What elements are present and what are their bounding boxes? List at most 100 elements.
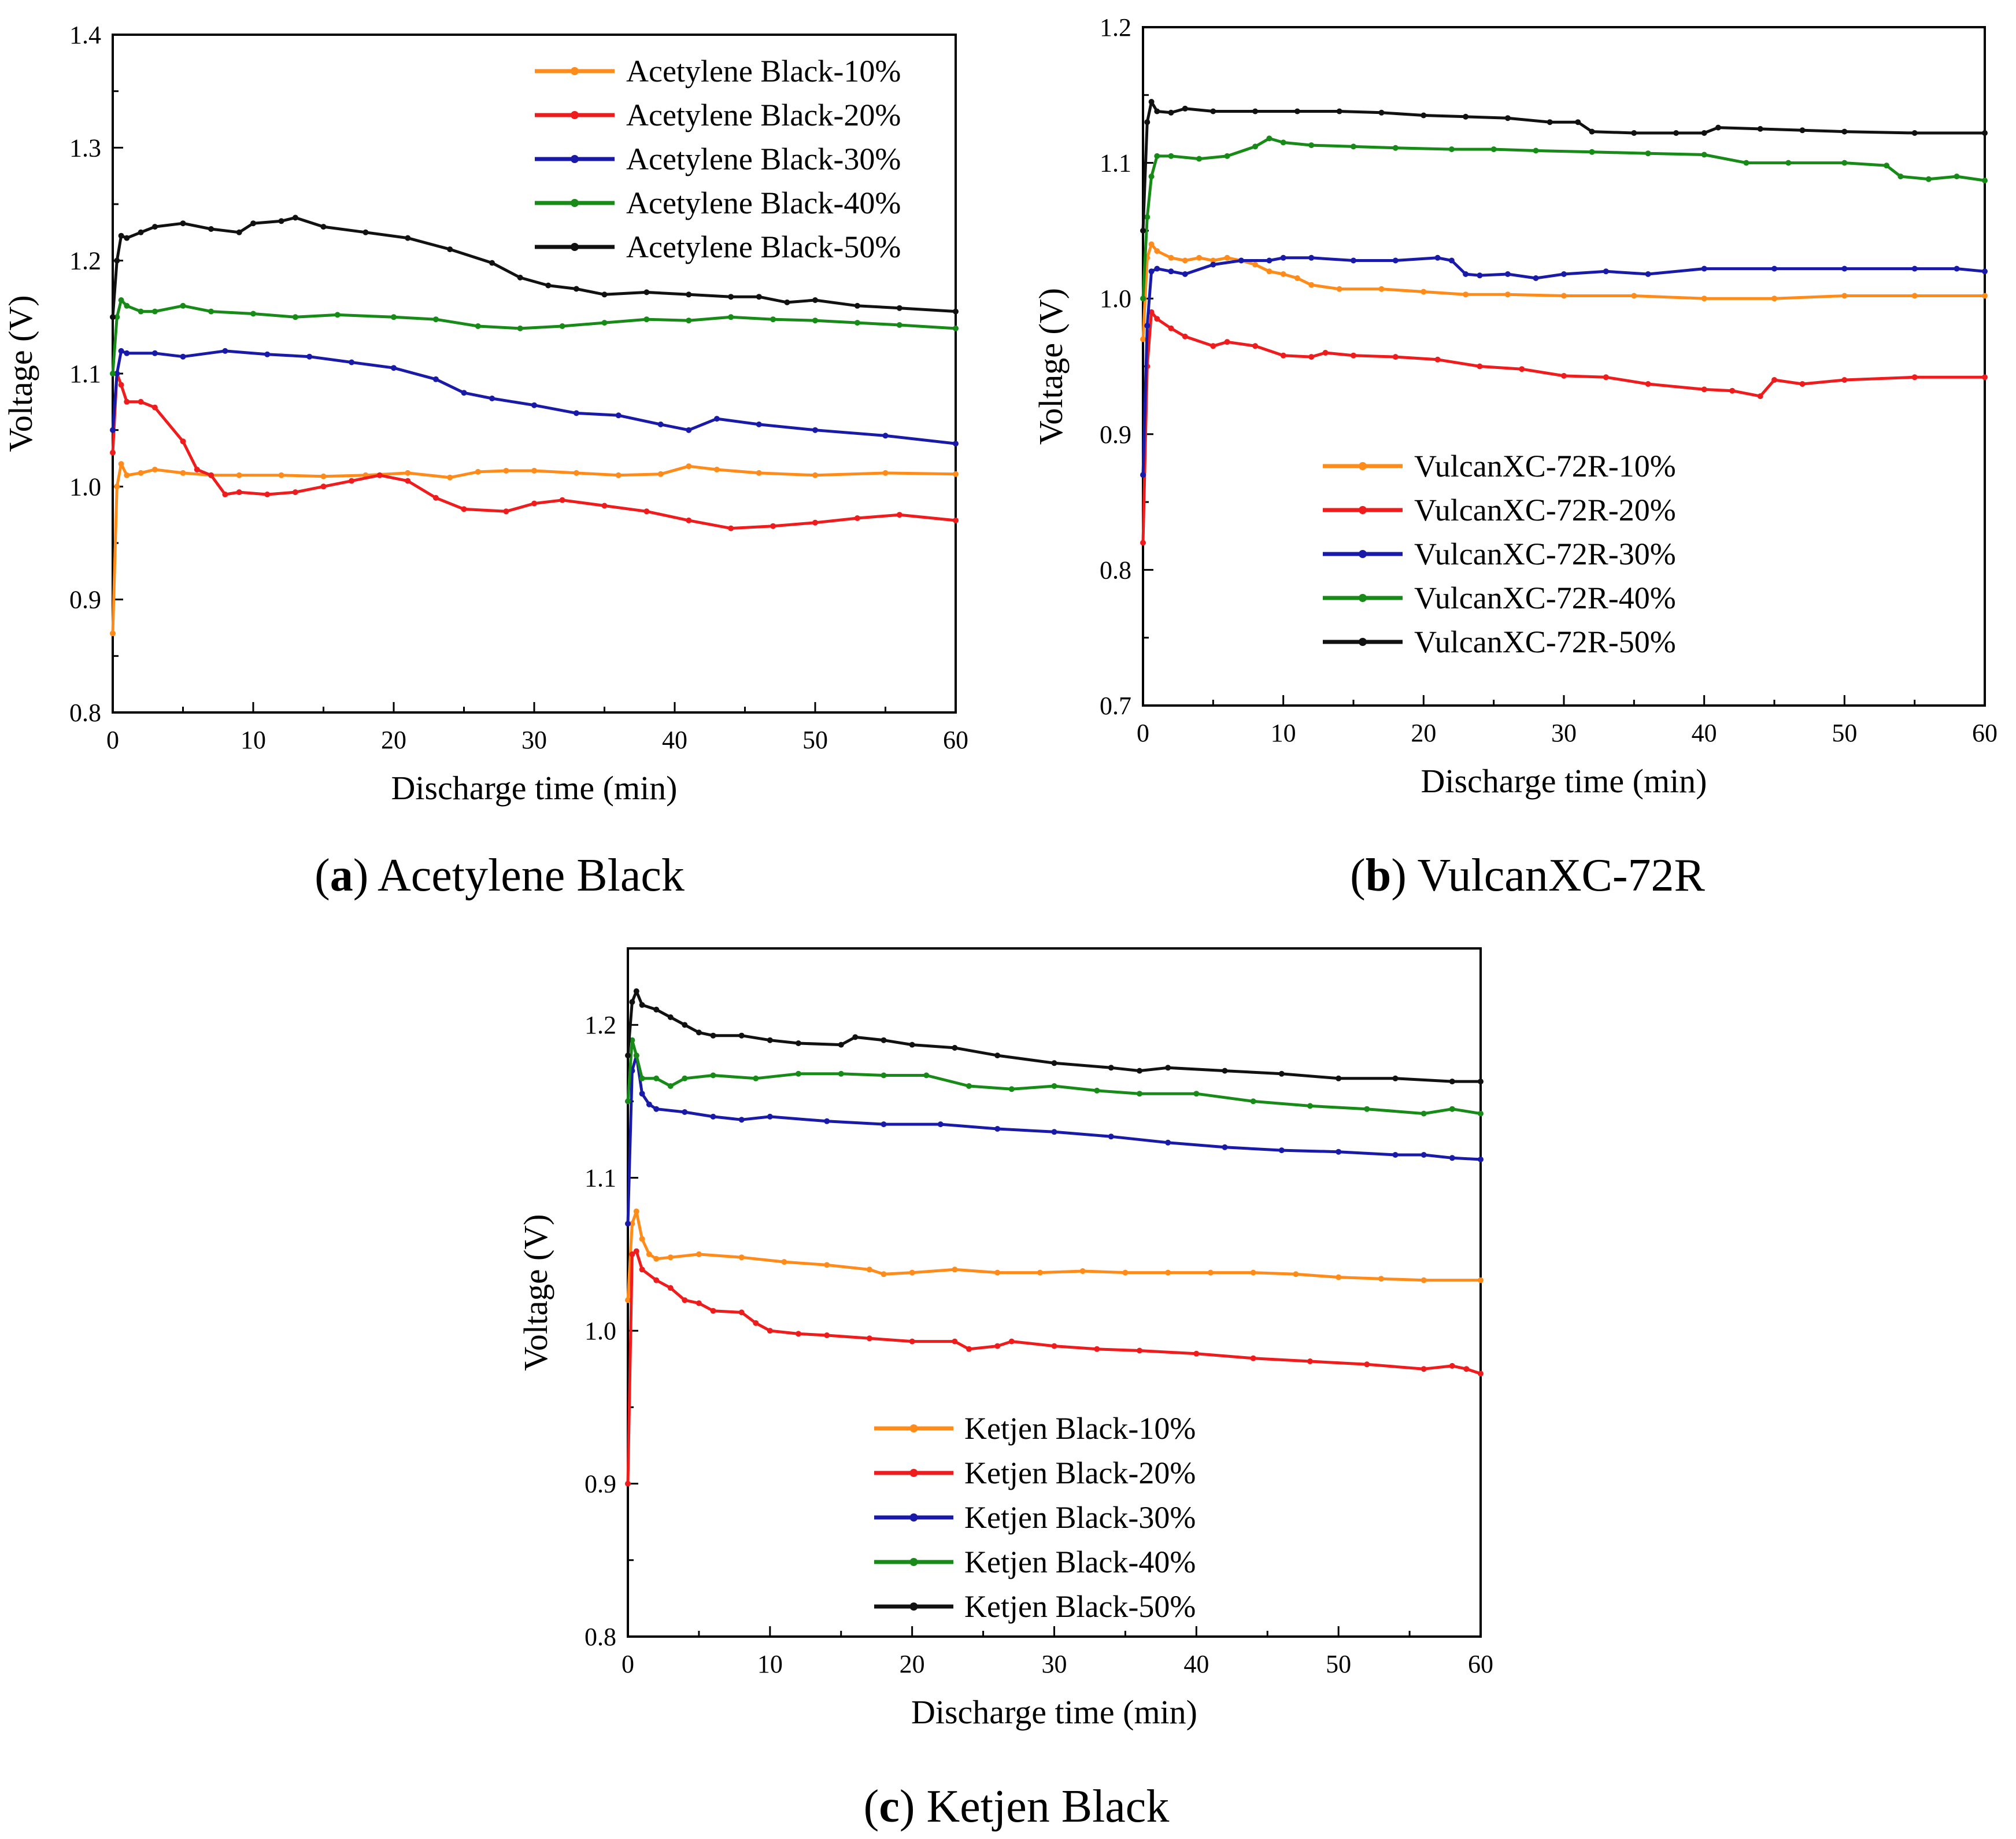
caption-letter: a [330,850,353,901]
data-point [1140,540,1146,546]
data-point [1294,108,1300,115]
x-tick-label: 30 [521,726,547,754]
data-point [1280,352,1286,359]
legend-label: Acetylene Black-10% [626,54,901,88]
legend-marker [571,111,579,119]
legend-marker [1359,462,1367,470]
data-point [767,1037,773,1043]
data-point [1463,271,1469,277]
data-point [1729,387,1736,394]
data-point [966,1346,972,1352]
data-point [1182,271,1188,277]
data-point [292,314,298,320]
data-point [1841,160,1848,166]
data-point [517,275,523,280]
data-point [1954,173,1960,180]
chart-a: 0 10 20 30 40 50 60 0.8 0.9 1.0 1.1 1.2 1.3 1.4 Discha… [2,21,968,901]
data-point [1137,1347,1142,1354]
data-point [1193,1091,1200,1097]
data-point [1771,265,1777,272]
data-point [1392,1152,1399,1158]
data-point [1252,143,1259,150]
data-point [1449,1155,1455,1161]
data-point [531,468,537,474]
data-point [208,472,214,478]
legend-marker [909,1602,918,1611]
y-tick-label: 1.2 [1100,13,1131,42]
data-point [1982,293,1988,299]
data-point [1757,393,1763,400]
data-point [639,1091,645,1097]
data-point [114,257,120,264]
data-point [1533,147,1539,154]
data-point [909,1269,915,1276]
data-point [896,305,902,311]
data-point [1478,1156,1484,1162]
legend-label: Ketjen Black-10% [964,1411,1196,1446]
data-point [306,353,313,360]
data-point [824,1262,830,1268]
legend-label: Acetylene Black-30% [626,142,901,176]
data-point [1421,1110,1427,1117]
data-point [1168,325,1174,331]
panel-caption: (a) Acetylene Black [315,850,685,901]
series-line-2 [1141,311,1987,544]
data-point [1911,374,1918,381]
data-point [667,1083,674,1089]
data-point [994,1269,1001,1276]
data-point [686,291,692,298]
data-point [1351,257,1356,264]
data-point [194,467,200,472]
data-point [601,503,608,509]
x-tick-label: 40 [662,726,687,754]
legend-label: Acetylene Black-20% [626,98,901,132]
data-point [1478,1371,1484,1377]
data-point [1448,146,1455,153]
y-tick-label: 1.0 [1100,285,1131,313]
data-point [208,308,214,315]
data-point [1478,1277,1484,1283]
data-point [1154,248,1160,254]
data-point [1351,143,1356,150]
data-point [854,515,860,521]
data-point [1196,254,1203,261]
data-point [1252,343,1259,349]
data-point [1051,1129,1057,1135]
data-point [1463,291,1469,298]
data-point [489,260,495,266]
y-tick-label: 1.3 [69,134,101,162]
data-point [1168,153,1174,159]
data-point [629,1221,635,1227]
data-point [686,427,692,433]
data-point [713,416,720,422]
data-point [573,410,579,416]
data-point [236,229,242,235]
data-point [633,1248,639,1254]
data-point [854,302,860,309]
caption-text: Acetylene Black [378,850,685,901]
data-point [292,489,298,496]
data-point [391,365,397,371]
data-point [1168,109,1174,116]
data-point [667,1285,674,1291]
data-point [923,1072,930,1079]
data-point [653,1255,660,1262]
x-tick-label: 30 [1042,1650,1067,1678]
data-point [633,1053,639,1059]
data-point [1210,261,1216,268]
x-tick-label: 10 [1271,719,1296,747]
data-point [1168,268,1174,275]
legend-marker [1359,638,1367,646]
data-point [1148,268,1155,275]
data-point [334,312,341,318]
data-point [1757,125,1763,132]
legend-label: VulcanXC-72R-10% [1414,449,1676,483]
data-point [1008,1338,1015,1345]
data-point [657,471,664,477]
data-point [1434,356,1441,363]
data-point [796,1040,801,1046]
x-axis-title: Discharge time (min) [391,769,677,807]
legend: Acetylene Black-10% Acetylene Black-20% Ac… [535,54,901,264]
data-point [756,470,762,476]
data-point [1463,113,1469,120]
